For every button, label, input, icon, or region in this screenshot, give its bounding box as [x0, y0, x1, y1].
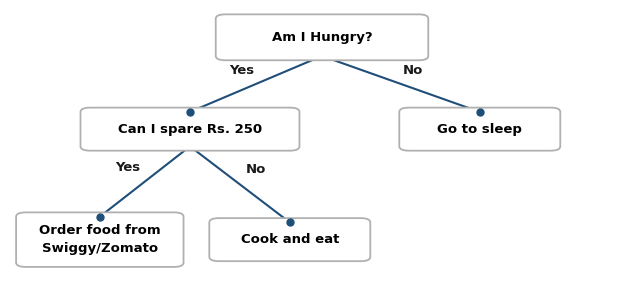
- Text: Go to sleep: Go to sleep: [437, 123, 522, 136]
- Text: No: No: [402, 64, 423, 77]
- FancyBboxPatch shape: [16, 212, 184, 267]
- Text: Yes: Yes: [229, 64, 254, 77]
- FancyBboxPatch shape: [216, 14, 428, 60]
- FancyBboxPatch shape: [399, 108, 560, 151]
- Text: Order food from
Swiggy/Zomato: Order food from Swiggy/Zomato: [39, 224, 160, 255]
- FancyBboxPatch shape: [209, 218, 370, 261]
- Text: No: No: [246, 163, 267, 176]
- Text: Cook and eat: Cook and eat: [241, 233, 339, 246]
- Text: Am I Hungry?: Am I Hungry?: [272, 31, 372, 44]
- Text: Yes: Yes: [115, 161, 140, 174]
- FancyBboxPatch shape: [80, 108, 299, 151]
- Text: Can I spare Rs. 250: Can I spare Rs. 250: [118, 123, 262, 136]
